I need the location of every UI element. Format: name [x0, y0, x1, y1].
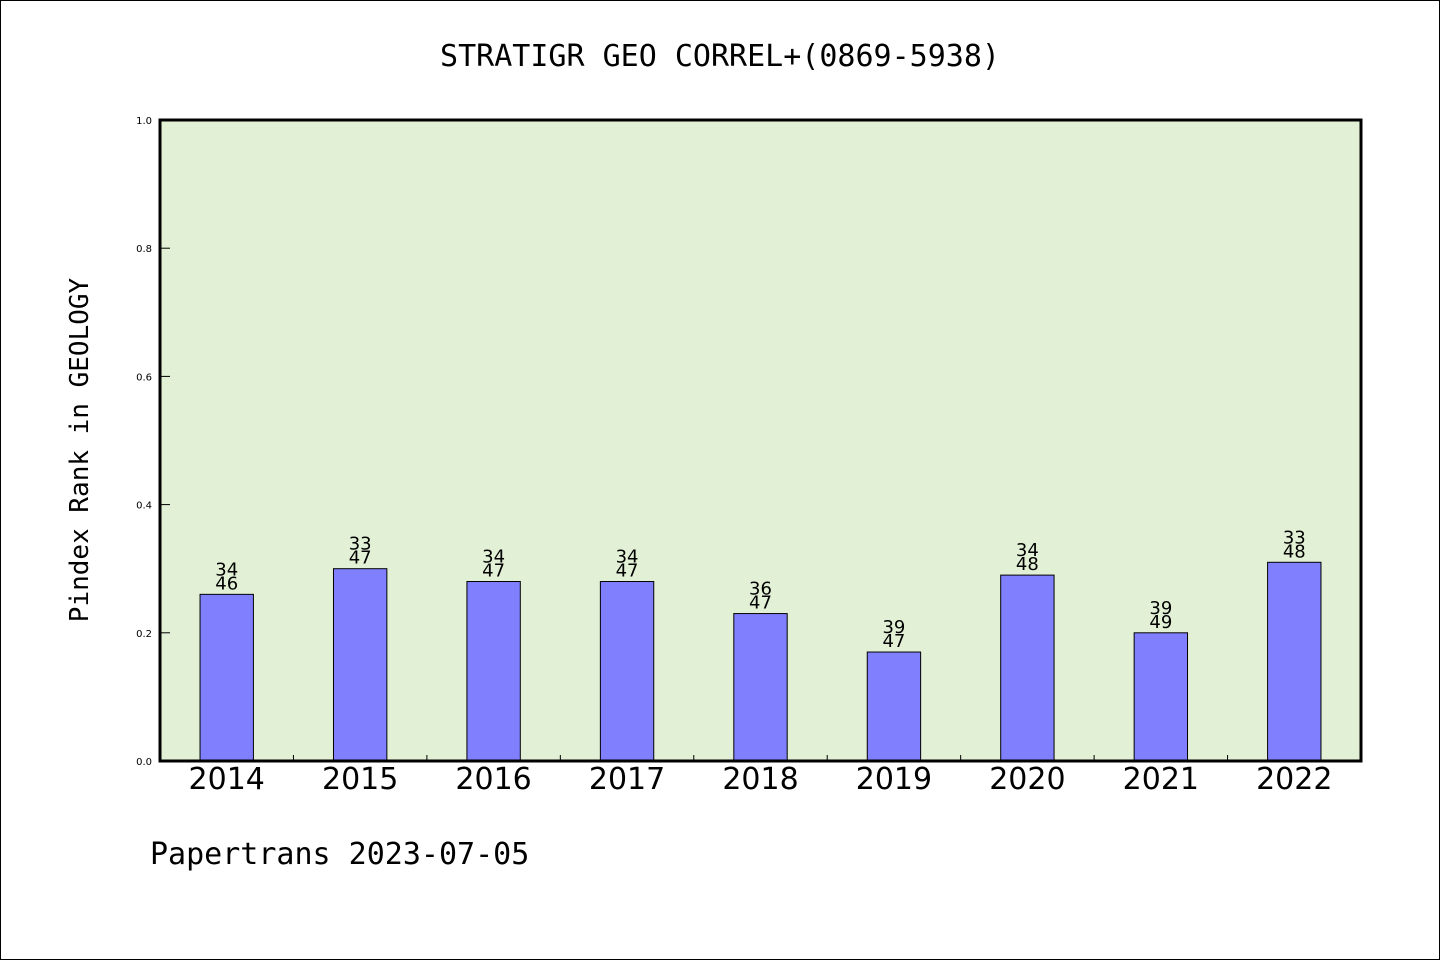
x-axis: 2014 2015 2016 2017 2018 2019 2020 2021 2022	[189, 755, 1332, 797]
data-label-bottom: 47	[349, 548, 372, 569]
x-tick-label: 2019	[856, 762, 932, 797]
data-label-top: 33	[349, 534, 372, 555]
y-tick-label: 1.0	[136, 116, 152, 127]
chart-title: STRATIGR GEO CORREL+(0869-5938)	[440, 39, 1000, 74]
x-tick-label: 2014	[189, 762, 265, 797]
x-tick-label: 2016	[455, 762, 531, 797]
data-label-top: 34	[1016, 540, 1039, 561]
bar-2020	[1000, 574, 1055, 762]
footer-text: Papertrans 2023-07-05	[150, 837, 529, 872]
data-label-top: 34	[482, 547, 505, 568]
data-label-top: 39	[1149, 598, 1172, 619]
data-label-bottom: 47	[482, 561, 505, 582]
bar-2017	[599, 581, 655, 762]
bar-2016	[466, 581, 521, 762]
y-tick-label: 0.2	[136, 629, 152, 640]
bar-2015	[332, 568, 388, 762]
x-tick-label: 2021	[1123, 762, 1199, 797]
bar-2021	[1133, 632, 1189, 762]
bar-2014	[199, 593, 254, 762]
x-tick-label: 2020	[989, 762, 1065, 797]
data-label-bottom: 47	[882, 631, 905, 652]
data-label-bottom: 47	[749, 593, 772, 614]
data-label-bottom: 46	[215, 573, 238, 594]
x-tick-label: 2015	[322, 762, 398, 797]
bar-2019	[866, 651, 922, 762]
data-label-top: 33	[1283, 527, 1306, 548]
data-label-bottom: 48	[1283, 541, 1306, 562]
y-tick-label: 0.6	[136, 372, 152, 383]
data-label-top: 34	[616, 547, 639, 568]
bar-series	[199, 561, 1322, 762]
data-label-top: 36	[749, 579, 772, 600]
bar-2018	[733, 613, 788, 762]
plot-border	[158, 118, 1363, 763]
x-tick-label: 2017	[589, 762, 665, 797]
data-label-top: 34	[215, 559, 238, 580]
x-tick-label: 2018	[722, 762, 798, 797]
y-tick-label: 0.4	[136, 501, 152, 512]
data-label-bottom: 48	[1016, 554, 1039, 575]
data-label-bottom: 49	[1149, 612, 1172, 633]
bar-2022	[1267, 561, 1322, 762]
data-label-top: 39	[882, 617, 905, 638]
y-tick-label: 0.0	[136, 757, 152, 768]
x-tick-label: 2022	[1256, 762, 1332, 797]
y-axis: 0.0 0.2 0.4 0.6 0.8 1.0	[136, 116, 170, 768]
data-label-bottom: 47	[616, 561, 639, 582]
y-tick-label: 0.8	[136, 244, 152, 255]
y-axis-label: Pindex Rank in GEOLOGY	[65, 277, 95, 622]
